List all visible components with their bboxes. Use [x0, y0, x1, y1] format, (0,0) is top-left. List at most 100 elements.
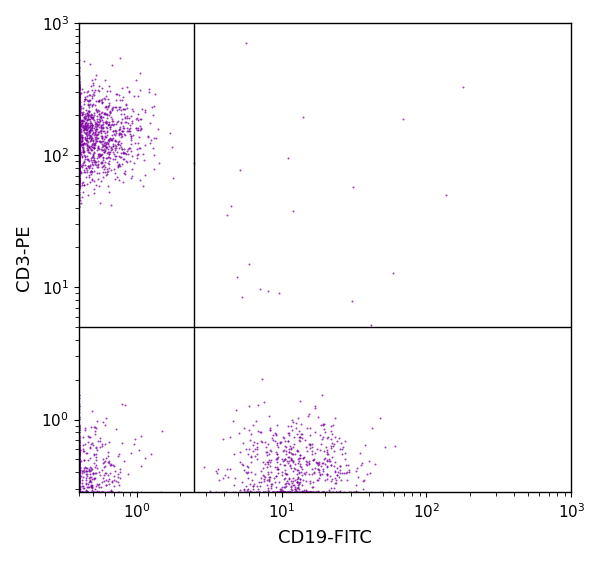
Point [94, 481, 103, 490]
Point [86, 119, 95, 128]
Point [74, 151, 83, 160]
Point [74, 488, 83, 497]
Point [74, 117, 83, 126]
Point [96, 121, 106, 130]
Point [100, 126, 109, 135]
Point [74, 184, 83, 193]
Point [74, 488, 83, 497]
Point [88, 99, 98, 108]
Point [273, 464, 283, 473]
Point [74, 111, 83, 120]
Point [74, 451, 83, 460]
Point [74, 106, 83, 115]
Point [297, 488, 307, 497]
Point [103, 143, 112, 152]
Point [74, 126, 83, 135]
Point [289, 439, 299, 448]
Point [301, 488, 311, 497]
Point [299, 488, 309, 497]
Point [81, 117, 91, 126]
Point [74, 138, 83, 147]
Point [74, 94, 83, 103]
Point [74, 122, 83, 131]
Point [280, 488, 289, 497]
Point [74, 180, 83, 189]
Point [74, 487, 83, 496]
Point [74, 153, 83, 162]
Point [83, 101, 92, 110]
Point [74, 115, 83, 124]
Point [74, 139, 83, 148]
Point [90, 139, 100, 148]
Point [103, 152, 113, 161]
Point [74, 94, 83, 103]
Point [260, 488, 269, 497]
Point [74, 117, 83, 126]
Point [278, 456, 288, 465]
Point [104, 149, 114, 158]
Point [78, 161, 88, 170]
Point [74, 114, 83, 123]
Point [74, 461, 83, 470]
Point [74, 117, 83, 126]
Point [74, 437, 83, 446]
Point [74, 97, 83, 106]
Point [74, 149, 83, 158]
Point [74, 107, 83, 116]
Point [119, 124, 128, 133]
Point [74, 133, 83, 142]
Point [75, 135, 85, 144]
Point [85, 132, 95, 141]
Point [75, 446, 85, 455]
Point [74, 488, 83, 497]
Point [74, 483, 83, 492]
Point [239, 488, 248, 497]
Point [270, 437, 280, 446]
Point [74, 95, 83, 104]
Point [91, 132, 100, 141]
Point [74, 91, 83, 100]
Point [121, 99, 131, 108]
Point [74, 488, 83, 497]
Point [74, 114, 83, 123]
Point [127, 132, 136, 140]
Point [74, 140, 83, 149]
Point [77, 488, 86, 497]
Point [74, 445, 83, 454]
Point [74, 140, 83, 149]
Point [81, 487, 91, 496]
Point [276, 437, 286, 446]
Point [235, 447, 244, 456]
Point [283, 437, 293, 446]
Point [101, 102, 111, 111]
Point [74, 112, 83, 121]
Point [74, 148, 83, 157]
Point [289, 488, 299, 497]
Point [74, 448, 83, 457]
Point [74, 145, 83, 154]
Point [74, 124, 83, 133]
Point [76, 102, 86, 111]
Point [74, 120, 83, 129]
Point [86, 126, 96, 135]
Point [74, 92, 83, 101]
Point [110, 151, 120, 160]
Point [145, 87, 154, 96]
Point [74, 92, 83, 101]
Point [74, 133, 83, 142]
Point [133, 144, 142, 153]
Point [74, 149, 83, 158]
Point [99, 462, 109, 471]
Point [289, 456, 298, 465]
Point [74, 156, 83, 165]
Point [114, 125, 124, 134]
Point [247, 475, 257, 484]
Point [74, 143, 83, 152]
Point [84, 143, 94, 152]
Point [113, 140, 122, 149]
Point [76, 130, 85, 139]
Point [106, 166, 115, 175]
Point [74, 107, 83, 116]
Point [91, 124, 100, 133]
Point [145, 139, 155, 148]
